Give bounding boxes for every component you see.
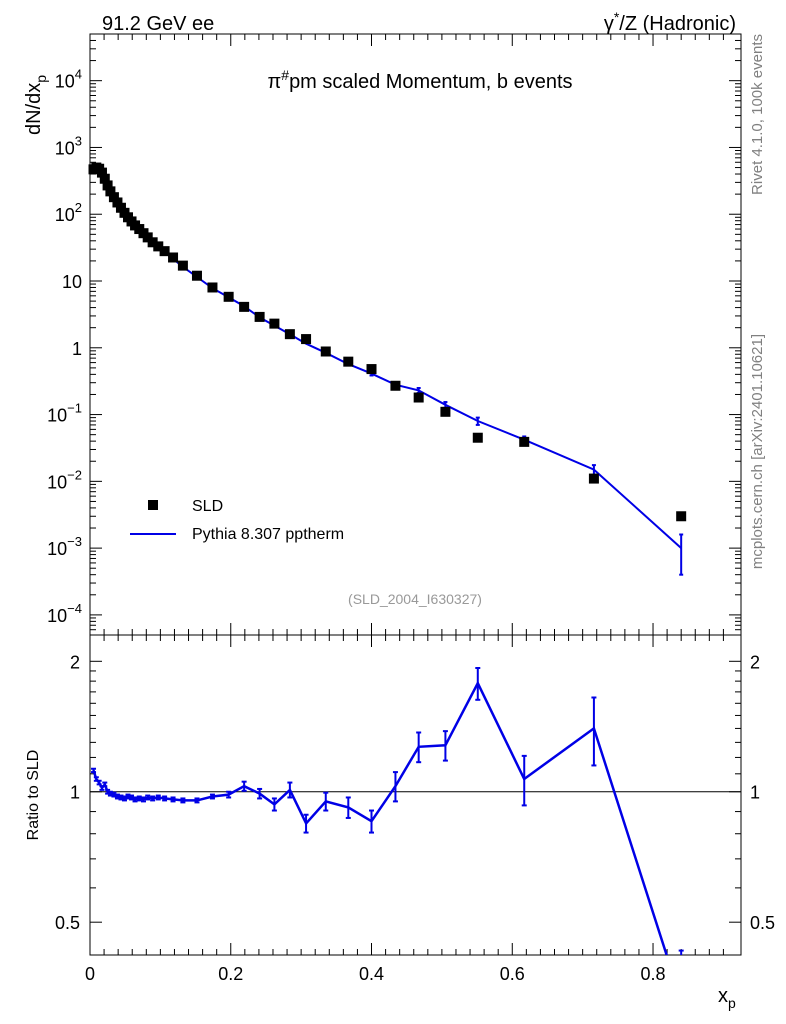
axis-ticks <box>89 33 741 955</box>
x-tick-labels: 0 0.2 0.4 0.6 0.8 <box>85 964 666 984</box>
mc-series-main <box>93 165 684 576</box>
data-point <box>440 406 451 417</box>
legend-data-marker <box>148 500 158 510</box>
data-point <box>168 252 179 263</box>
data-point <box>159 246 170 257</box>
mc-series-ratio <box>91 667 684 955</box>
data-point <box>519 436 530 447</box>
data-point <box>102 180 113 191</box>
data-point <box>177 260 188 271</box>
ratio-tick-label: 2 <box>70 652 80 672</box>
data-point <box>390 380 401 391</box>
analysis-id: (SLD_2004_I630327) <box>348 591 482 607</box>
data-point <box>99 173 110 184</box>
data-point <box>115 202 126 213</box>
data-point <box>105 186 116 197</box>
x-tick-label: 0 <box>85 964 95 984</box>
data-point <box>676 511 687 522</box>
data-point <box>254 311 265 322</box>
data-point <box>223 291 234 302</box>
ratio-tick-label-right: 1 <box>750 783 760 803</box>
data-point <box>301 334 312 345</box>
data-point <box>320 346 331 357</box>
ratio-plot-frame <box>89 634 742 956</box>
rivet-label: Rivet 4.1.0, 100k events <box>749 34 766 195</box>
y-tick-label: 10−2 <box>47 467 82 492</box>
y-tick-label: 10 <box>62 272 82 292</box>
ratio-line <box>92 680 668 955</box>
data-point <box>96 167 107 178</box>
y-tick-label: 10−3 <box>47 534 82 559</box>
y-tick-label: 104 <box>55 67 82 92</box>
ratio-tick-label: 0.5 <box>55 913 80 933</box>
data-series-main <box>88 162 687 522</box>
y-tick-label: 102 <box>55 200 82 225</box>
header-left: 91.2 GeV ee <box>102 13 214 35</box>
x-tick-label: 0.4 <box>359 964 384 984</box>
data-point <box>472 432 483 443</box>
data-point <box>147 237 158 248</box>
x-tick-label: 0.6 <box>500 964 525 984</box>
data-point <box>269 318 280 329</box>
legend-mc-label: Pythia 8.307 pptherm <box>192 526 344 543</box>
data-point <box>153 241 164 252</box>
y-tick-label: 10−4 <box>47 601 82 626</box>
mcplots-label: mcplots.cern.ch [arXiv:2401.10621] <box>749 334 766 569</box>
y-tick-label: 103 <box>55 133 82 158</box>
x-axis-label: xp <box>718 985 736 1011</box>
data-point <box>366 364 377 375</box>
main-plot-frame <box>89 33 742 636</box>
y-tick-label: 10−1 <box>47 401 82 426</box>
data-point <box>112 197 123 208</box>
ratio-tick-label-right: 2 <box>750 652 760 672</box>
data-point <box>108 192 119 203</box>
ratio-tick-labels: 2 1 0.5 2 1 0.5 <box>55 652 775 933</box>
mc-line <box>93 165 682 549</box>
data-point <box>207 282 218 293</box>
data-point <box>284 329 295 340</box>
data-point <box>588 473 599 484</box>
data-point <box>191 270 202 281</box>
y-axis-label: dN/dxp <box>23 75 49 135</box>
header-right: γ*/Z (Hadronic) <box>604 9 736 35</box>
x-tick-label: 0.2 <box>218 964 243 984</box>
ratio-tick-label-right: 0.5 <box>750 913 775 933</box>
y-tick-label: 1 <box>72 339 82 359</box>
data-point <box>343 356 354 367</box>
data-point <box>413 392 424 403</box>
data-point <box>239 301 250 312</box>
ratio-tick-label: 1 <box>70 783 80 803</box>
chart-title: π#pm scaled Momentum, b events <box>267 67 572 93</box>
ratio-y-axis-label: Ratio to SLD <box>25 750 42 841</box>
legend-data-label: SLD <box>192 498 223 515</box>
x-tick-label: 0.8 <box>641 964 666 984</box>
